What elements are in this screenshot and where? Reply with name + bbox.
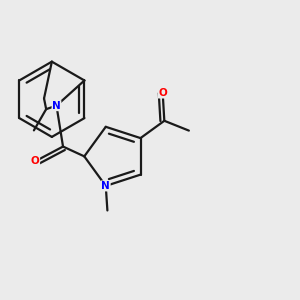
Text: N: N (52, 101, 61, 111)
Text: O: O (158, 88, 167, 98)
Text: N: N (101, 181, 110, 191)
Text: O: O (31, 156, 40, 166)
